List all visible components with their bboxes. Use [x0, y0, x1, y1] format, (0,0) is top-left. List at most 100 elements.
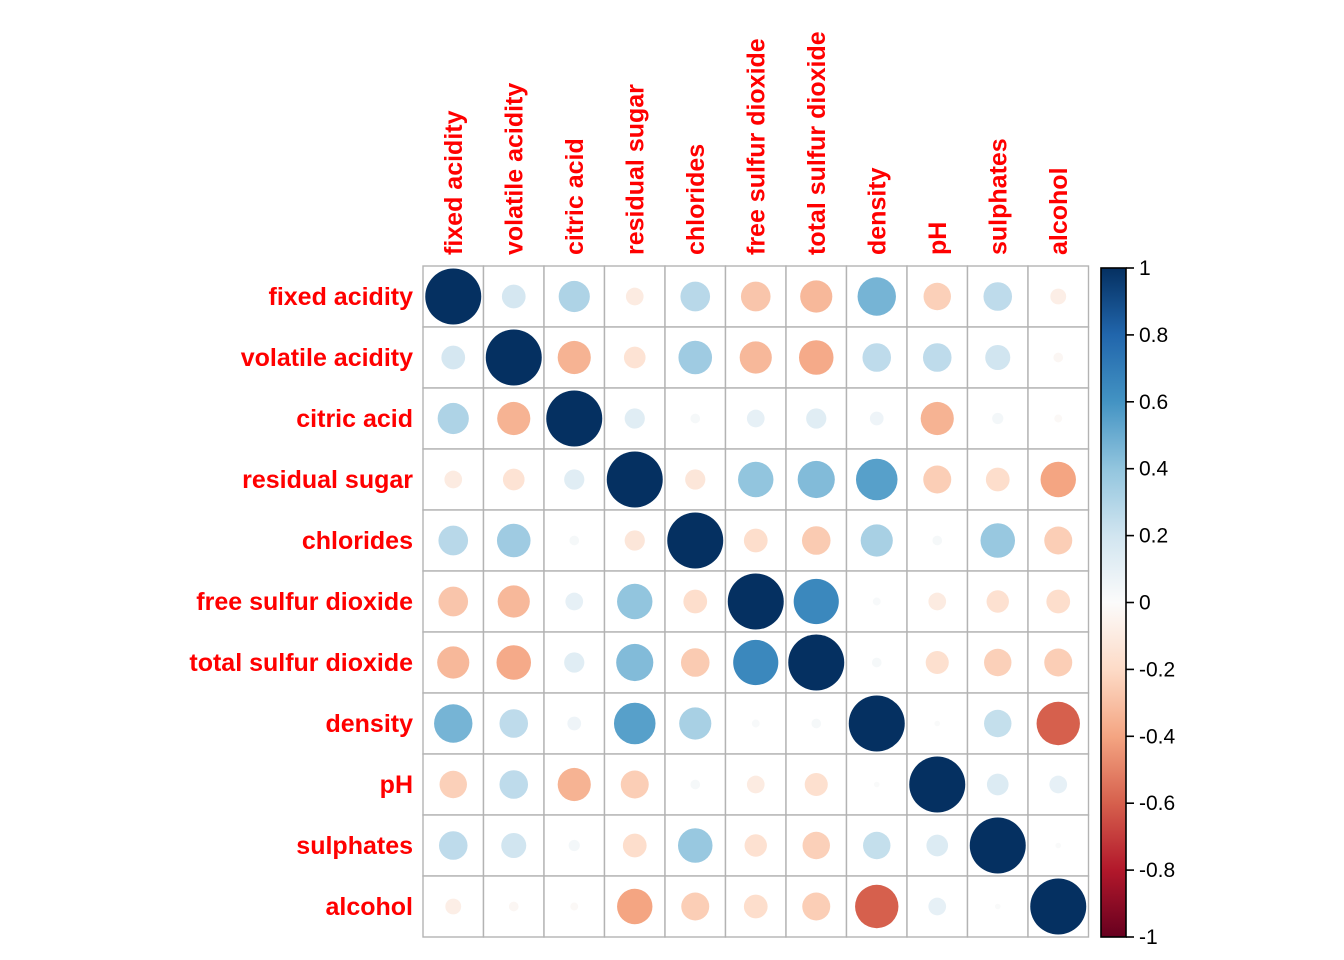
correlation-circle	[501, 832, 527, 859]
correlation-circle	[502, 468, 525, 491]
correlation-circle	[690, 413, 701, 424]
correlation-circle	[678, 340, 713, 375]
correlation-circle	[985, 467, 1010, 492]
correlation-circle	[984, 709, 1012, 738]
correlation-circle	[437, 402, 469, 435]
correlation-circle	[986, 773, 1009, 796]
correlation-circle	[922, 343, 952, 372]
correlation-circle	[617, 583, 653, 620]
correlation-circle	[934, 720, 941, 727]
correlation-circle	[788, 634, 845, 691]
correlation-circle	[1055, 842, 1062, 849]
correlation-circle	[798, 340, 834, 375]
correlation-circle	[499, 709, 529, 738]
correlation-circle	[567, 716, 582, 731]
correlation-circle	[623, 346, 646, 369]
correlation-circle	[620, 770, 649, 799]
colorbar: 1 0.8 0.6 0.4 0.2 0 -0.2 -0.4 -0.6 -0.8 -1	[1100, 257, 1176, 949]
correlation-circle	[1054, 414, 1063, 423]
row-label: residual sugar	[242, 466, 413, 494]
row-label: fixed acidity	[269, 283, 414, 311]
correlation-circle	[617, 888, 653, 925]
correlation-circle	[685, 469, 706, 490]
correlation-circle	[681, 892, 710, 921]
correlation-circle	[801, 526, 831, 555]
correlation-circle	[743, 894, 768, 919]
row-label: total sulfur dioxide	[189, 649, 413, 677]
correlation-circle	[683, 589, 708, 614]
matrix-cell	[1027, 326, 1090, 389]
colorbar-tick-label: -1	[1139, 926, 1158, 949]
correlation-circle	[746, 409, 765, 428]
correlation-circle	[441, 345, 466, 370]
correlation-circle	[690, 779, 701, 790]
correlation-circle	[983, 282, 1013, 311]
correlation-circle	[1050, 288, 1067, 305]
correlation-circle	[857, 277, 896, 316]
correlation-circle	[625, 287, 644, 306]
correlation-circle	[873, 781, 880, 788]
column-label: volatile acidity	[500, 83, 528, 255]
correlation-circle	[496, 523, 531, 558]
correlation-circle	[863, 831, 891, 860]
correlation-circle	[925, 650, 949, 675]
correlation-circle	[437, 646, 470, 679]
correlation-circle	[439, 770, 467, 799]
correlation-circle	[425, 268, 482, 325]
correlation-circle	[793, 578, 839, 625]
row-labels: fixed acidity volatile acidity citric acid…	[189, 283, 413, 921]
row-label: volatile acidity	[241, 344, 413, 372]
correlation-circle	[751, 719, 760, 728]
row-label: alcohol	[325, 893, 413, 921]
row-label: free sulfur dioxide	[196, 588, 413, 616]
correlation-circle	[855, 458, 898, 501]
correlation-circle	[570, 902, 579, 911]
correlation-circle	[928, 897, 947, 916]
correlation-circle	[739, 341, 772, 374]
correlation-circle	[1053, 352, 1064, 363]
colorbar-tick-label: 0.4	[1139, 458, 1169, 481]
column-label: chlorides	[682, 144, 710, 255]
colorbar-tick-label: 0	[1139, 592, 1151, 615]
correlation-circle	[985, 344, 1011, 371]
column-label: residual sugar	[621, 84, 649, 255]
correlation-circle	[444, 470, 463, 489]
correlation-circle	[920, 401, 954, 436]
correlation-circle	[994, 903, 1001, 910]
correlation-circle	[616, 643, 654, 682]
correlation-circle	[743, 528, 768, 553]
correlation-circle	[438, 586, 469, 617]
correlation-circle	[568, 839, 580, 852]
column-label: free sulfur dioxide	[742, 38, 770, 255]
correlation-circle	[569, 535, 580, 546]
correlation-circle	[501, 284, 526, 309]
correlation-circle	[445, 898, 462, 915]
colorbar-gradient	[1100, 267, 1127, 938]
row-label: chlorides	[302, 527, 413, 555]
correlation-circle	[564, 652, 585, 673]
correlation-circle	[984, 648, 1012, 677]
column-label: alcohol	[1045, 167, 1073, 255]
correlation-circle	[923, 282, 951, 311]
correlation-circle	[802, 892, 831, 921]
colorbar-tick-label: 0.2	[1139, 525, 1168, 548]
correlation-circle	[1040, 461, 1076, 498]
column-label: density	[863, 167, 891, 255]
column-label: pH	[924, 222, 952, 255]
correlation-circle	[1030, 878, 1087, 935]
row-label: density	[325, 710, 413, 738]
correlation-circle	[613, 702, 656, 745]
correlation-circles	[425, 268, 1087, 935]
matrix-cell	[724, 448, 787, 511]
colorbar-tick-label: -0.4	[1139, 725, 1176, 748]
matrix-cell	[845, 265, 908, 328]
colorbar-tick-label: 0.8	[1139, 324, 1168, 347]
correlation-circle	[624, 408, 645, 429]
correlation-circle	[986, 590, 1009, 613]
colorbar-tick-label: -0.6	[1139, 792, 1175, 815]
correlation-circle	[557, 340, 591, 375]
correlation-circle	[733, 639, 779, 686]
correlation-circle	[438, 831, 468, 860]
correlation-circle	[546, 390, 603, 447]
